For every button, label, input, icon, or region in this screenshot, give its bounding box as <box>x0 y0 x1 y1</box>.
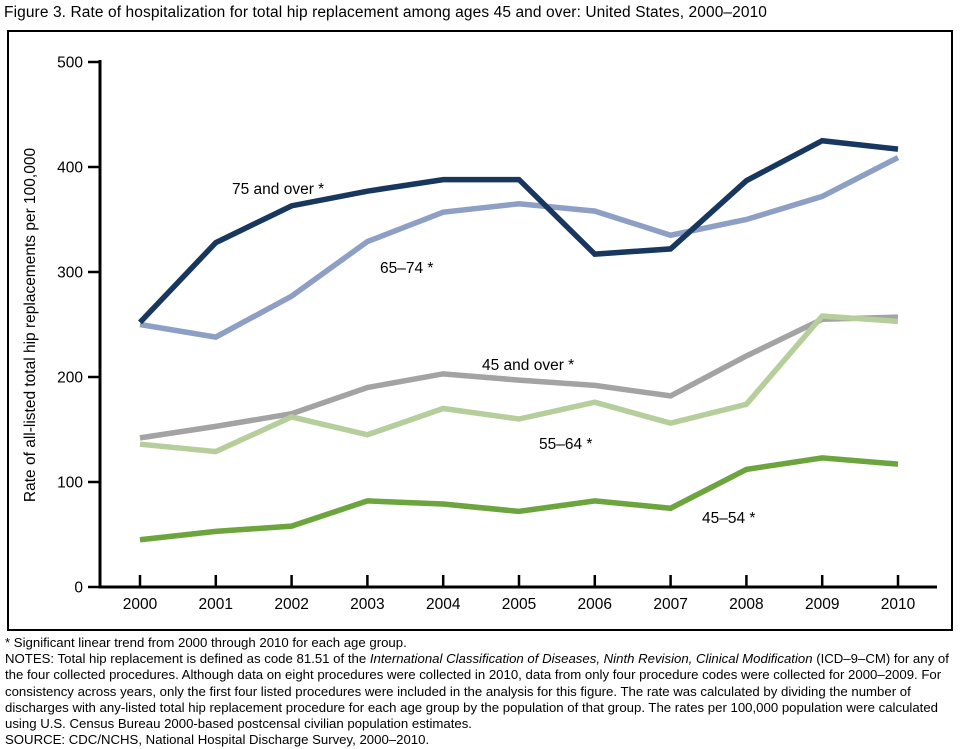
x-tick-label: 2008 <box>729 596 763 613</box>
series-label-4: 45–54 * <box>702 510 755 527</box>
x-tick-label: 2006 <box>578 596 612 613</box>
x-tick-label: 2007 <box>653 596 687 613</box>
x-tick-label: 2009 <box>805 596 839 613</box>
chart-frame: 0 100 200 300 400 500 2000 2001 2002 2003 2004 2005… <box>7 30 953 631</box>
x-tick-label: 2002 <box>274 596 308 613</box>
x-tick-label: 2010 <box>881 596 916 613</box>
y-tick-label: 100 <box>57 475 83 492</box>
series-label-0: 75 and over * <box>232 181 324 198</box>
footnote-significance: * Significant linear trend from 2000 thr… <box>5 635 407 650</box>
notes-segment: NOTES: Total hip replacement is defined … <box>5 651 370 667</box>
series-line-4 <box>139 455 899 543</box>
x-tick-label: 2004 <box>426 596 461 613</box>
series-line-0 <box>138 137 899 325</box>
hip-replacement-line-chart: 0 100 200 300 400 500 2000 2001 2002 2003 2004 2005… <box>22 55 937 613</box>
series-label-1: 65–74 * <box>380 260 433 277</box>
y-tick-label: 200 <box>57 370 83 387</box>
footnote-notes: NOTES: Total hip replacement is defined … <box>5 651 955 732</box>
y-tick-label: 0 <box>74 580 83 597</box>
series-label-3: 55–64 * <box>539 436 592 453</box>
notes-segment: (ICD–9–CM) for any of the four collected… <box>5 651 949 732</box>
x-tick-label: 2003 <box>350 596 384 613</box>
notes-italic-segment: International Classification of Diseases… <box>369 651 813 667</box>
footnote-source: SOURCE: CDC/NCHS, National Hospital Disc… <box>5 732 430 748</box>
y-tick-label: 300 <box>57 265 83 282</box>
series-line-3 <box>139 313 899 455</box>
series-line-1 <box>139 155 900 340</box>
y-tick-label: 400 <box>57 160 83 177</box>
series-label-2: 45 and over * <box>482 357 574 374</box>
x-tick-label: 2000 <box>123 596 158 613</box>
y-tick-label: 500 <box>57 55 83 72</box>
series-line-2 <box>139 314 899 441</box>
figure-title: Figure 3. Rate of hospitalization for to… <box>4 4 768 21</box>
x-tick-label: 2001 <box>199 596 233 613</box>
footnotes: * Significant linear trend from 2000 thr… <box>5 635 955 748</box>
x-tick-label: 2005 <box>502 596 536 613</box>
y-axis-label: Rate of all-listed total hip replacement… <box>22 148 39 503</box>
